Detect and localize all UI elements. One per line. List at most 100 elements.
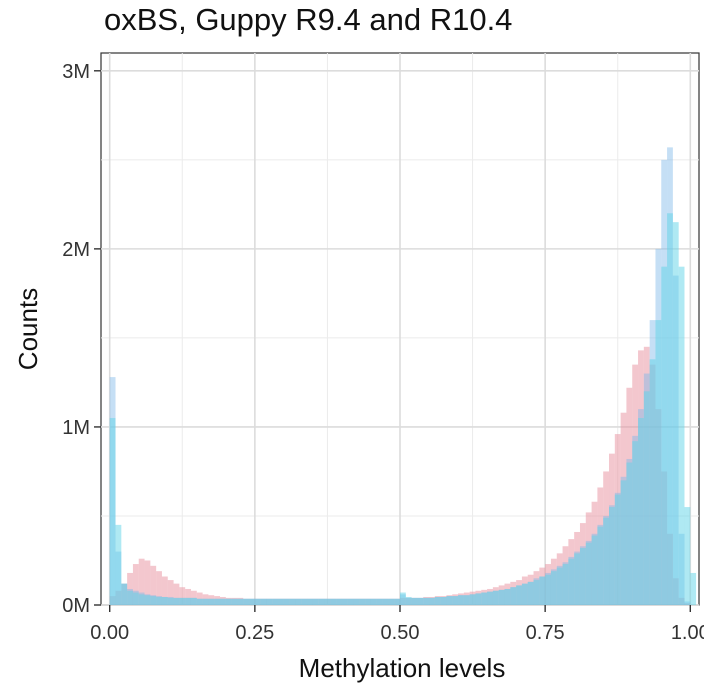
bar-s2-33 <box>301 598 308 605</box>
bar-s2-9 <box>161 596 168 605</box>
y-tick-label-0: 0M <box>62 595 90 617</box>
bar-s2-30 <box>283 598 290 605</box>
bar-s2-89 <box>626 462 633 605</box>
bar-s2-49 <box>394 598 400 605</box>
x-tick-label-0: 0.00 <box>90 622 129 644</box>
bar-s2-75 <box>545 574 551 605</box>
bar-s2-7 <box>150 596 157 605</box>
bar-s2-12 <box>179 597 186 605</box>
bar-s2-3 <box>127 590 133 605</box>
bar-s2-14 <box>190 597 197 605</box>
bar-s2-35 <box>312 598 319 605</box>
bar-s2-16 <box>202 598 209 605</box>
bar-s2-77 <box>556 567 563 605</box>
bar-s2-99 <box>684 507 691 605</box>
bar-s2-46 <box>376 598 383 605</box>
bar-s2-25 <box>254 598 261 605</box>
bar-s2-84 <box>597 526 604 605</box>
x-axis-title: Methylation levels <box>299 653 506 683</box>
bar-s2-79 <box>568 558 575 605</box>
bar-s2-73 <box>533 580 540 605</box>
bar-s2-36 <box>318 598 325 605</box>
bar-s0-6 <box>144 560 151 605</box>
bar-s0-5 <box>138 558 145 605</box>
bar-s2-20 <box>225 598 232 605</box>
bar-s2-72 <box>527 581 534 605</box>
bar-s2-28 <box>272 598 279 605</box>
bar-s2-54 <box>423 597 430 605</box>
bar-s2-55 <box>429 597 435 605</box>
bar-s2-88 <box>620 480 627 605</box>
bar-s2-68 <box>504 588 511 605</box>
bar-s2-98 <box>678 266 685 605</box>
bar-s2-10 <box>167 597 174 605</box>
bar-s2-83 <box>591 535 598 605</box>
x-tick-label-2: 0.50 <box>381 622 420 644</box>
bar-s2-95 <box>661 266 668 605</box>
bar-s2-85 <box>603 517 610 605</box>
bar-s2-82 <box>585 542 592 605</box>
bar-s2-29 <box>278 598 284 605</box>
bar-s2-41 <box>347 598 354 605</box>
x-tick-label-1: 0.25 <box>235 622 274 644</box>
bar-s0-11 <box>173 583 180 605</box>
bar-s2-42 <box>353 598 360 605</box>
bar-s2-86 <box>609 507 615 605</box>
bar-s2-21 <box>231 598 238 605</box>
bar-s2-13 <box>185 597 191 605</box>
x-axis: 0.00 0.25 0.50 0.75 1.00 <box>90 605 704 644</box>
y-tick-label-1: 1M <box>62 417 90 439</box>
bar-s2-69 <box>510 587 517 605</box>
bar-s2-52 <box>411 597 418 605</box>
bar-s2-31 <box>289 598 296 605</box>
bar-s2-17 <box>208 598 215 605</box>
bar-s2-50 <box>400 592 406 605</box>
bar-s2-87 <box>614 494 621 605</box>
x-tick-label-4: 1.00 <box>671 622 704 644</box>
bar-s2-24 <box>249 598 255 605</box>
bar-s2-6 <box>144 595 151 605</box>
bar-s2-2 <box>121 583 128 605</box>
histogram-bars <box>109 147 697 606</box>
bar-s2-66 <box>492 590 499 605</box>
bar-s2-60 <box>458 595 464 605</box>
bar-s0-10 <box>167 580 174 605</box>
bar-s2-58 <box>446 596 453 605</box>
bar-s2-37 <box>324 598 331 605</box>
bar-s2-1 <box>115 524 122 605</box>
bar-s2-56 <box>434 596 441 605</box>
bar-s2-15 <box>196 598 203 605</box>
bar-s2-18 <box>214 598 221 605</box>
bar-s2-96 <box>667 213 673 606</box>
y-axis: 0M 1M 2M 3M <box>62 61 101 617</box>
bar-s2-74 <box>539 576 546 605</box>
bar-s0-15 <box>196 592 203 605</box>
bar-s2-8 <box>156 596 162 605</box>
bar-s2-65 <box>487 591 493 605</box>
bar-s2-67 <box>498 589 505 605</box>
bar-s2-62 <box>469 594 476 605</box>
bar-s2-19 <box>220 598 226 605</box>
bar-s2-91 <box>638 418 644 605</box>
bar-s0-12 <box>179 587 186 605</box>
bar-s0-7 <box>150 565 157 605</box>
x-tick-label-3: 0.75 <box>526 622 565 644</box>
bar-s2-38 <box>330 598 337 605</box>
bar-s2-51 <box>405 596 412 605</box>
bar-s2-81 <box>579 548 586 605</box>
bar-s2-45 <box>370 598 377 605</box>
y-axis-title: Counts <box>13 288 43 370</box>
bar-s2-70 <box>516 585 522 605</box>
bar-s2-100 <box>690 572 697 605</box>
bar-s2-26 <box>260 598 267 605</box>
bar-s2-22 <box>237 598 244 605</box>
bar-s2-61 <box>463 595 470 605</box>
bar-s2-48 <box>388 598 395 605</box>
bar-s2-71 <box>521 583 528 605</box>
y-tick-label-3: 3M <box>62 61 90 83</box>
bar-s2-94 <box>655 320 662 605</box>
bar-s0-3 <box>127 572 133 605</box>
bar-s2-44 <box>365 598 371 605</box>
bar-s2-5 <box>138 594 145 605</box>
